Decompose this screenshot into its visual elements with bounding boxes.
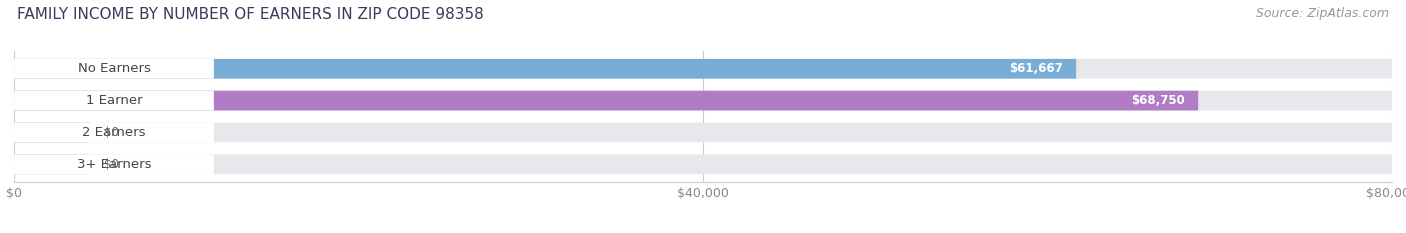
- Text: $68,750: $68,750: [1130, 94, 1184, 107]
- FancyBboxPatch shape: [14, 59, 1392, 79]
- Text: $0: $0: [104, 126, 118, 139]
- FancyBboxPatch shape: [14, 154, 214, 174]
- Text: 1 Earner: 1 Earner: [86, 94, 142, 107]
- FancyBboxPatch shape: [14, 154, 90, 174]
- Text: Source: ZipAtlas.com: Source: ZipAtlas.com: [1256, 7, 1389, 20]
- FancyBboxPatch shape: [14, 123, 90, 142]
- Text: 3+ Earners: 3+ Earners: [77, 158, 152, 171]
- FancyBboxPatch shape: [14, 91, 214, 110]
- Text: FAMILY INCOME BY NUMBER OF EARNERS IN ZIP CODE 98358: FAMILY INCOME BY NUMBER OF EARNERS IN ZI…: [17, 7, 484, 22]
- Text: 2 Earners: 2 Earners: [82, 126, 146, 139]
- FancyBboxPatch shape: [14, 123, 214, 142]
- Text: No Earners: No Earners: [77, 62, 150, 75]
- Text: $0: $0: [104, 158, 118, 171]
- Text: $61,667: $61,667: [1008, 62, 1063, 75]
- FancyBboxPatch shape: [14, 59, 214, 79]
- FancyBboxPatch shape: [14, 123, 1392, 142]
- FancyBboxPatch shape: [14, 91, 1392, 110]
- FancyBboxPatch shape: [14, 91, 1198, 110]
- FancyBboxPatch shape: [14, 154, 1392, 174]
- FancyBboxPatch shape: [14, 59, 1076, 79]
